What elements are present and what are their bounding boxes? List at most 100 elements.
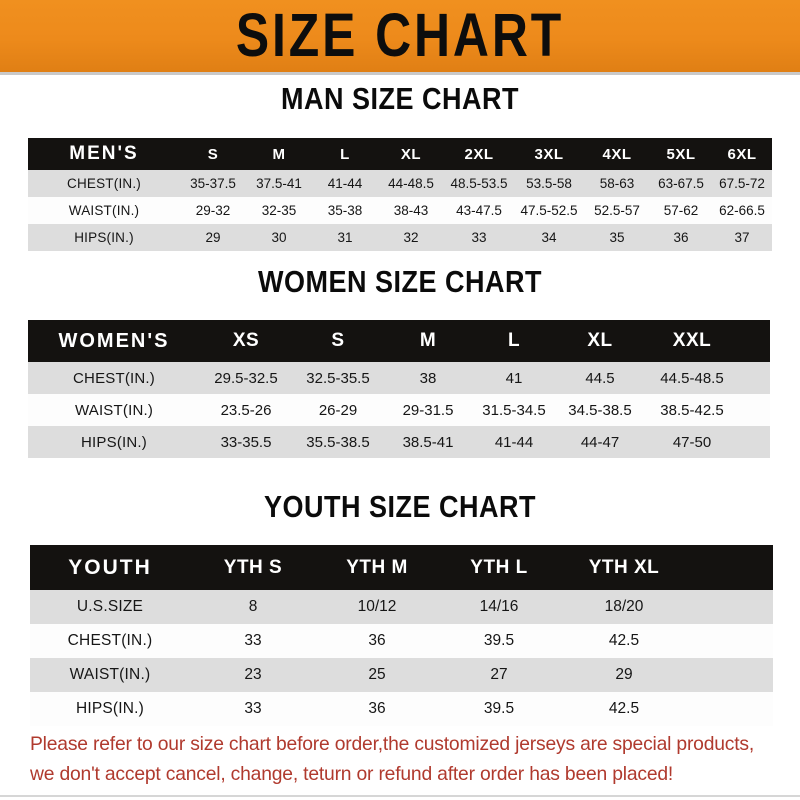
men-hips-l: 31 xyxy=(337,230,353,245)
table-row: HIPS(IN.) 33-35.5 35.5-38.5 38.5-41 41-4… xyxy=(28,426,770,458)
women-hips-xxl: 47-50 xyxy=(672,433,712,451)
women-col-l: L xyxy=(507,330,521,351)
disclaimer-line-2: we don't accept cancel, change, teturn o… xyxy=(30,763,674,785)
men-size-table: MEN'S S M L XL 2XL 3XL 4XL 5XL 6XL CHEST… xyxy=(28,138,772,251)
women-chest-xs: 29.5-32.5 xyxy=(214,369,278,387)
men-chest-5xl: 63-67.5 xyxy=(658,176,704,191)
table-row: WAIST(IN.) 29-32 32-35 35-38 38-43 43-47… xyxy=(28,197,772,224)
men-chest-l: 41-44 xyxy=(327,176,363,191)
men-chest-xl: 44-48.5 xyxy=(388,176,434,191)
youth-hips-empty xyxy=(688,692,773,726)
youth-ussize-m: 10/12 xyxy=(357,598,397,615)
women-chest-xl: 44.5 xyxy=(585,369,615,387)
table-row: CHEST(IN.) 29.5-32.5 32.5-35.5 38 41 44.… xyxy=(28,362,770,394)
youth-chest-empty xyxy=(688,624,773,658)
youth-col-s: YTH S xyxy=(223,556,283,578)
men-waist-2xl: 43-47.5 xyxy=(456,203,502,218)
section-title-youth: YOUTH SIZE CHART xyxy=(263,490,536,524)
women-table-head: WOMEN'S XS S M L XL XXL xyxy=(28,320,770,362)
women-col-empty xyxy=(740,320,770,362)
disclaimer-line-1: Please refer to our size chart before or… xyxy=(30,733,755,755)
youth-ussize-l: 14/16 xyxy=(479,598,519,615)
youth-table-body: U.S.SIZE 8 10/12 14/16 18/20 CHEST(IN.) … xyxy=(30,590,773,726)
women-hips-s: 35.5-38.5 xyxy=(306,433,370,451)
table-row: CHEST(IN.) 33 36 39.5 42.5 xyxy=(30,624,773,658)
women-chest-m: 38 xyxy=(419,369,437,387)
table-row: U.S.SIZE 8 10/12 14/16 18/20 xyxy=(30,590,773,624)
youth-ussize-empty xyxy=(688,590,773,624)
men-hips-s: 29 xyxy=(205,230,221,245)
youth-hips-xl: 42.5 xyxy=(608,700,640,717)
youth-col-m: YTH M xyxy=(346,556,408,578)
women-size-table: WOMEN'S XS S M L XL XXL CHEST(IN.) 29.5-… xyxy=(28,320,770,458)
youth-waist-xl: 29 xyxy=(615,666,633,683)
women-hips-empty xyxy=(740,426,770,458)
women-row-label-hips: HIPS(IN.) xyxy=(81,433,147,451)
table-row: WAIST(IN.) 23 25 27 29 xyxy=(30,658,773,692)
men-hips-xl: 32 xyxy=(403,230,419,245)
youth-size-table: YOUTH YTH S YTH M YTH L YTH XL U.S.SIZE … xyxy=(30,545,773,726)
women-row-label-chest: CHEST(IN.) xyxy=(73,369,155,387)
men-waist-5xl: 57-62 xyxy=(663,203,699,218)
men-chest-m: 37.5-41 xyxy=(256,176,302,191)
women-waist-empty xyxy=(740,394,770,426)
men-chest-6xl: 67.5-72 xyxy=(719,176,765,191)
youth-ussize-xl: 18/20 xyxy=(604,598,644,615)
youth-row-label-chest: CHEST(IN.) xyxy=(67,632,153,649)
men-col-6xl: 6XL xyxy=(727,145,757,163)
men-waist-xl: 38-43 xyxy=(393,203,429,218)
youth-chest-s: 33 xyxy=(244,632,262,649)
men-chest-4xl: 58-63 xyxy=(599,176,635,191)
youth-row-label-ussize: U.S.SIZE xyxy=(76,598,144,615)
men-waist-6xl: 62-66.5 xyxy=(719,203,765,218)
men-hips-3xl: 34 xyxy=(541,230,557,245)
women-waist-s: 26-29 xyxy=(318,401,358,419)
men-table-head: MEN'S S M L XL 2XL 3XL 4XL 5XL 6XL xyxy=(28,138,772,170)
men-waist-3xl: 47.5-52.5 xyxy=(520,203,578,218)
women-hips-xl: 44-47 xyxy=(580,433,620,451)
youth-col-l: YTH L xyxy=(470,556,528,578)
women-waist-xxl: 38.5-42.5 xyxy=(660,401,724,419)
men-chest-2xl: 48.5-53.5 xyxy=(450,176,508,191)
women-chest-empty xyxy=(740,362,770,394)
women-col-xs: XS xyxy=(232,330,260,351)
youth-hips-m: 36 xyxy=(368,700,386,717)
men-row-label-chest: CHEST(IN.) xyxy=(67,176,141,191)
men-waist-m: 32-35 xyxy=(261,203,297,218)
men-col-2xl: 2XL xyxy=(464,145,494,163)
youth-waist-empty xyxy=(688,658,773,692)
men-col-s: S xyxy=(207,145,219,163)
women-waist-l: 31.5-34.5 xyxy=(482,401,546,419)
page-banner: SIZE CHART xyxy=(0,0,800,72)
men-hips-2xl: 33 xyxy=(471,230,487,245)
youth-hips-s: 33 xyxy=(244,700,262,717)
youth-corner-label: YOUTH xyxy=(68,555,152,579)
youth-waist-l: 27 xyxy=(490,666,508,683)
men-waist-4xl: 52.5-57 xyxy=(594,203,640,218)
women-waist-xs: 23.5-26 xyxy=(220,401,272,419)
men-col-xl: XL xyxy=(400,145,422,163)
youth-waist-s: 23 xyxy=(244,666,262,683)
men-col-l: L xyxy=(340,145,350,163)
youth-chest-m: 36 xyxy=(368,632,386,649)
women-table-body: CHEST(IN.) 29.5-32.5 32.5-35.5 38 41 44.… xyxy=(28,362,770,458)
women-header-row: WOMEN'S XS S M L XL XXL xyxy=(28,320,770,362)
men-col-4xl: 4XL xyxy=(602,145,632,163)
women-hips-xs: 33-35.5 xyxy=(220,433,272,451)
women-hips-l: 41-44 xyxy=(494,433,534,451)
women-col-s: S xyxy=(331,330,345,351)
youth-chest-xl: 42.5 xyxy=(608,632,640,649)
table-row: HIPS(IN.) 29 30 31 32 33 34 35 36 37 xyxy=(28,224,772,251)
banner-underline xyxy=(0,72,800,75)
men-chest-3xl: 53.5-58 xyxy=(526,176,572,191)
youth-waist-m: 25 xyxy=(368,666,386,683)
men-header-row: MEN'S S M L XL 2XL 3XL 4XL 5XL 6XL xyxy=(28,138,772,170)
women-waist-xl: 34.5-38.5 xyxy=(568,401,632,419)
section-title-man: MAN SIZE CHART xyxy=(281,82,519,116)
youth-col-empty xyxy=(688,545,773,590)
women-col-xxl: XXL xyxy=(672,330,712,351)
women-chest-l: 41 xyxy=(505,369,523,387)
page-title: SIZE CHART xyxy=(235,1,565,71)
bottom-divider xyxy=(0,795,800,797)
